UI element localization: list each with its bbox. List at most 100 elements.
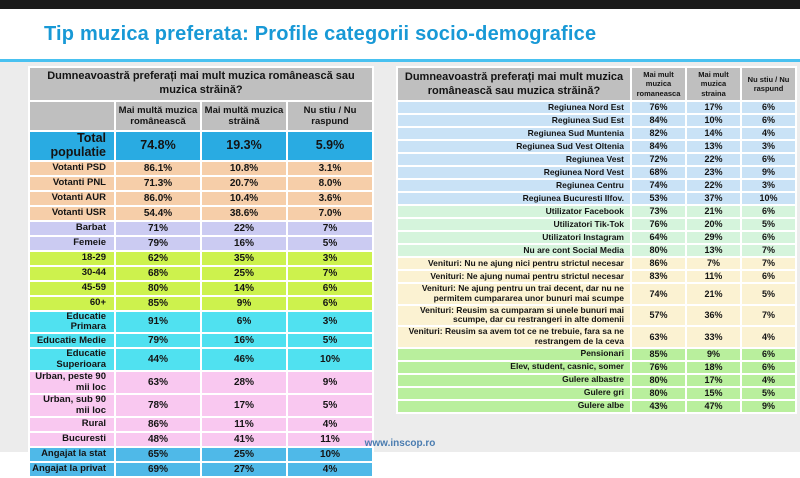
left-table: Dumneavoastră preferați mai mult muzica … [28, 66, 374, 478]
row-label: Regiunea Bucuresti Ilfov. [398, 193, 630, 205]
value-cell: 9% [687, 348, 740, 360]
row-label: Elev, student, casnic, somer [398, 361, 630, 373]
value-cell: 80% [632, 374, 685, 386]
table-question: Dumneavoastră preferați mai mult muzica … [398, 68, 630, 101]
row-label: Votanti USR [30, 206, 114, 220]
table-row: Votanti PSD 86.1% 10.8% 3.1% [30, 161, 372, 175]
value-cell: 86% [632, 258, 685, 270]
value-cell: 72% [632, 154, 685, 166]
value-cell: 84% [632, 115, 685, 127]
row-label: Gulere gri [398, 387, 630, 399]
row-label: Urban, peste 90 mii loc [30, 372, 114, 394]
value-cell: 48% [116, 433, 200, 446]
value-cell: 46% [202, 349, 286, 371]
value-cell: 7% [742, 258, 795, 270]
value-cell: 43% [632, 400, 685, 412]
row-label: Utilizator Facebook [398, 206, 630, 218]
table-row: Gulere gri 80% 15% 5% [398, 387, 795, 399]
title-area: Tip muzica preferata: Profile categorii … [0, 9, 800, 59]
value-cell: 82% [632, 128, 685, 140]
value-cell: 35% [202, 251, 286, 265]
value-cell: 78% [116, 395, 200, 416]
value-cell: 5.9% [288, 132, 372, 160]
value-cell: 15% [687, 387, 740, 399]
row-label: Barbat [30, 221, 114, 235]
table-row: Regiunea Nord Vest 68% 23% 9% [398, 167, 795, 179]
value-cell: 6% [742, 115, 795, 127]
table-row: Regiunea Sud Est 84% 10% 6% [398, 115, 795, 127]
table-row: Educatie Primara 91% 6% 3% [30, 311, 372, 333]
table-row: Educatie Superioara 44% 46% 10% [30, 349, 372, 371]
row-label: Votanti PNL [30, 176, 114, 190]
value-cell: 13% [687, 245, 740, 257]
row-label: Regiunea Sud Vest Oltenia [398, 141, 630, 153]
table-row: 18-29 62% 35% 3% [30, 251, 372, 265]
value-cell: 68% [116, 266, 200, 280]
row-label: Regiunea Nord Est [398, 102, 630, 114]
table-row: Utilizatori Tik-Tok 76% 20% 5% [398, 219, 795, 231]
value-cell: 10% [687, 115, 740, 127]
value-cell: 6% [742, 102, 795, 114]
value-cell: 44% [116, 349, 200, 371]
value-cell: 7% [288, 266, 372, 280]
footer-link[interactable]: www.inscop.ro [364, 438, 436, 449]
slide-content: Dumneavoastră preferați mai mult muzica … [0, 62, 800, 478]
column-header: Nu stiu / Nu raspund [742, 68, 795, 101]
top-bar [0, 0, 800, 9]
value-cell: 9% [742, 400, 795, 412]
value-cell: 80% [632, 245, 685, 257]
value-cell: 6% [742, 232, 795, 244]
table-row: Angajat la privat 69% 27% 4% [30, 463, 372, 476]
value-cell: 63% [632, 327, 685, 347]
value-cell: 3.1% [288, 161, 372, 175]
value-cell: 74% [632, 284, 685, 304]
value-cell: 3% [742, 180, 795, 192]
value-cell: 85% [632, 348, 685, 360]
row-label: 60+ [30, 296, 114, 310]
value-cell: 62% [116, 251, 200, 265]
row-label: 18-29 [30, 251, 114, 265]
row-label: 30-44 [30, 266, 114, 280]
value-cell: 74.8% [116, 132, 200, 160]
value-cell: 64% [632, 232, 685, 244]
value-cell: 6% [742, 348, 795, 360]
value-cell: 7% [288, 221, 372, 235]
value-cell: 3% [288, 251, 372, 265]
value-cell: 21% [687, 206, 740, 218]
row-label: Educatie Medie [30, 334, 114, 348]
table-row: Rural 86% 11% 4% [30, 418, 372, 431]
title-underline [0, 59, 800, 62]
table-row: Urban, peste 90 mii loc 63% 28% 9% [30, 372, 372, 394]
column-header: Mai mult muzica straina [687, 68, 740, 101]
value-cell: 3% [742, 141, 795, 153]
row-label: Gulere albastre [398, 374, 630, 386]
table-row: Venituri: Ne ajung numai pentru strictul… [398, 271, 795, 283]
row-label: Utilizatori Instagram [398, 232, 630, 244]
table-row: Regiunea Sud Muntenia 82% 14% 4% [398, 128, 795, 140]
table-row: Regiunea Nord Est 76% 17% 6% [398, 102, 795, 114]
value-cell: 6% [742, 361, 795, 373]
value-cell: 71% [116, 221, 200, 235]
value-cell: 5% [288, 236, 372, 250]
table-row: Total populatie 74.8% 19.3% 5.9% [30, 132, 372, 160]
value-cell: 10% [288, 349, 372, 371]
row-label: Venituri: Reusim sa avem tot ce ne trebu… [398, 327, 630, 347]
value-cell: 27% [202, 463, 286, 476]
row-label: Votanti AUR [30, 191, 114, 205]
value-cell: 79% [116, 236, 200, 250]
row-label: Utilizatori Tik-Tok [398, 219, 630, 231]
value-cell: 10% [742, 193, 795, 205]
row-label: Nu are cont Social Media [398, 245, 630, 257]
row-label: Femeie [30, 236, 114, 250]
value-cell: 5% [288, 334, 372, 348]
row-label: Venituri: Reusim sa cumparam si unele bu… [398, 305, 630, 326]
row-label: Regiunea Sud Est [398, 115, 630, 127]
row-label: Regiunea Sud Muntenia [398, 128, 630, 140]
row-label: Total populatie [30, 132, 114, 160]
row-label: Gulere albe [398, 400, 630, 412]
value-cell: 6% [742, 206, 795, 218]
value-cell: 22% [202, 221, 286, 235]
table-row: Barbat 71% 22% 7% [30, 221, 372, 235]
value-cell: 7.0% [288, 206, 372, 220]
table-row: Venituri: Reusim sa avem tot ce ne trebu… [398, 327, 795, 347]
